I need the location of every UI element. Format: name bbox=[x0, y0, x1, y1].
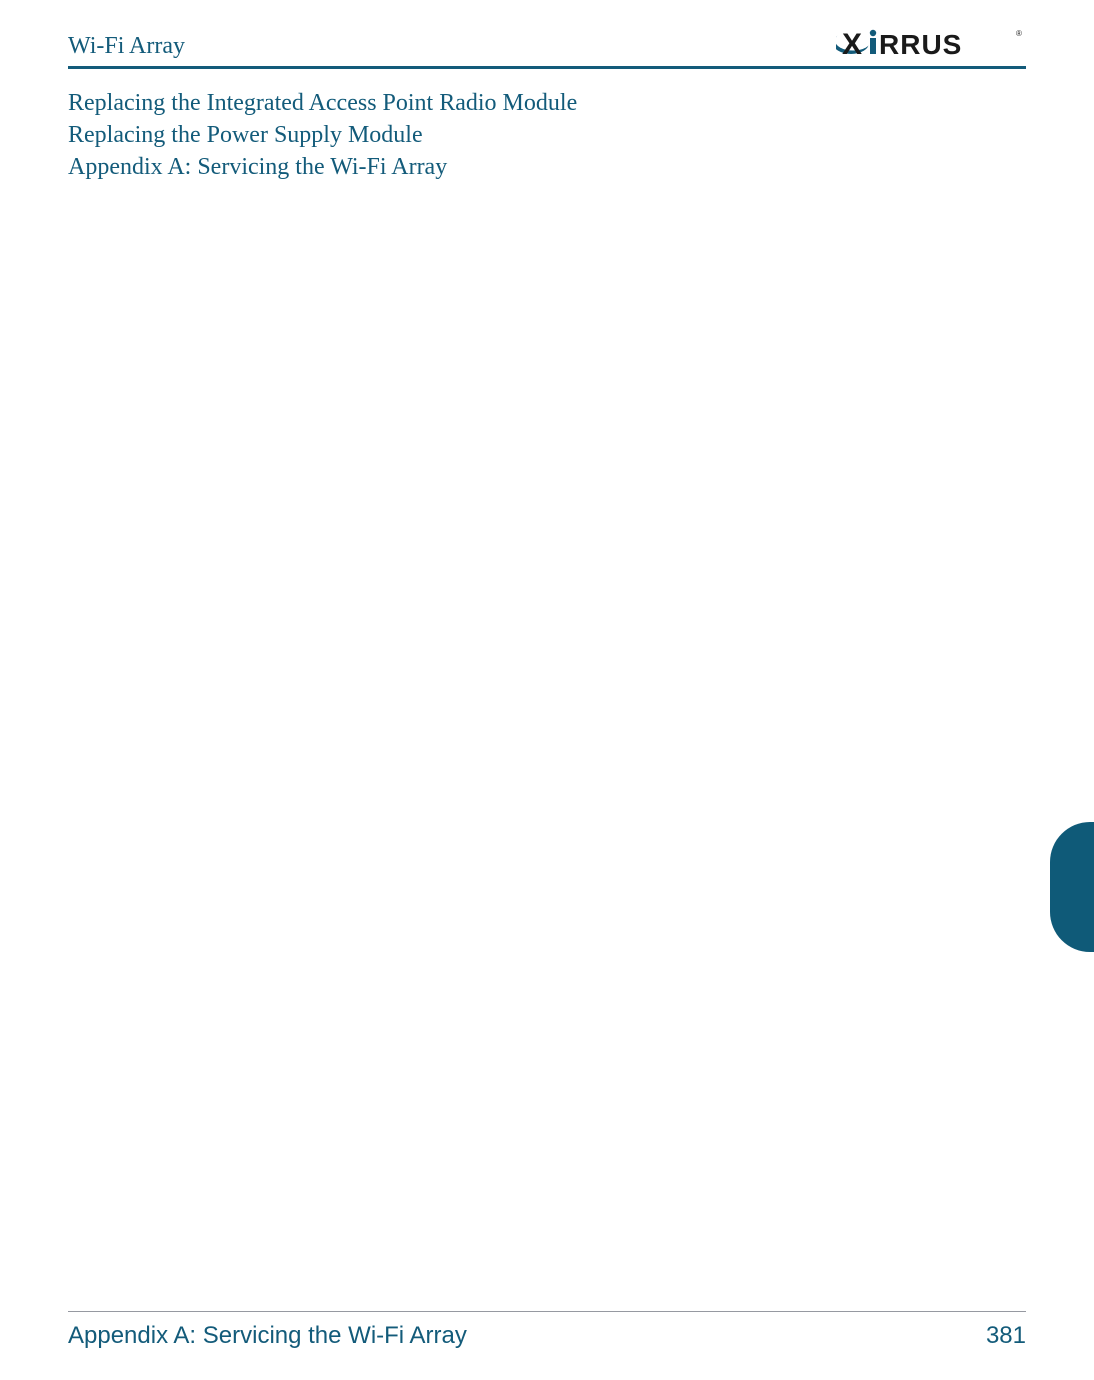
header-rule bbox=[68, 66, 1026, 69]
svg-text:®: ® bbox=[1016, 29, 1022, 38]
footer-rule bbox=[68, 1311, 1026, 1312]
toc-link[interactable]: Appendix A: Servicing the Wi-Fi Array bbox=[68, 151, 1026, 183]
footer-page-number: 381 bbox=[986, 1322, 1026, 1350]
toc-link[interactable]: Replacing the Integrated Access Point Ra… bbox=[68, 87, 1026, 119]
page-footer: Appendix A: Servicing the Wi-Fi Array 38… bbox=[68, 1311, 1026, 1350]
link-list: Replacing the Integrated Access Point Ra… bbox=[68, 87, 1026, 184]
svg-text:X: X bbox=[842, 28, 862, 60]
xirrus-logo-icon: X RRUS ® bbox=[836, 26, 1026, 60]
toc-link[interactable]: Replacing the Power Supply Module bbox=[68, 119, 1026, 151]
svg-text:RRUS: RRUS bbox=[879, 29, 962, 60]
header-title: Wi-Fi Array bbox=[68, 33, 185, 60]
section-tab bbox=[1050, 822, 1094, 952]
brand-logo: X RRUS ® bbox=[836, 26, 1026, 60]
footer-section-title: Appendix A: Servicing the Wi-Fi Array bbox=[68, 1322, 467, 1350]
page-header: Wi-Fi Array X RRUS ® bbox=[68, 24, 1026, 60]
